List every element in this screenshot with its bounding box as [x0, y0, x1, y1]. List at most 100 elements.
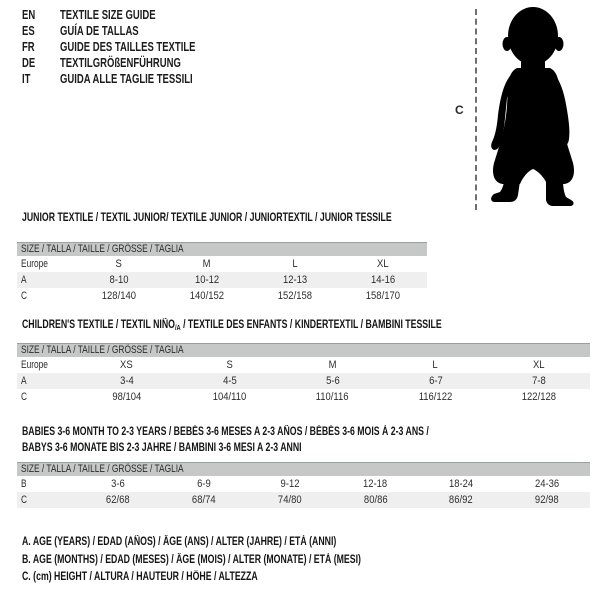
language-code: DE [22, 56, 36, 70]
language-code: FR [22, 40, 35, 54]
baby-silhouette [491, 7, 574, 206]
language-title: TEXTILGRÖßENFÜHRUNG [60, 56, 181, 70]
table-cell: 3-4 [119, 375, 134, 387]
children-size-table: SIZE / TALLA / TAILLE / GRÖSSE / TAGLIA … [17, 343, 590, 405]
table-cell: XL [377, 258, 389, 270]
junior-size-header-bar: SIZE / TALLA / TAILLE / GRÖSSE / TAGLIA [17, 242, 427, 256]
table-cell: 68/74 [191, 494, 216, 506]
table-cell: 24-36 [534, 478, 560, 490]
table-cell: 104/110 [212, 391, 247, 403]
table-cell: S [226, 359, 233, 371]
children-title-post: / TEXTILE DES ENFANTS / KINDERTEXTIL / B… [180, 319, 442, 331]
junior-table-rows: Europe S M L XL A 8-10 10-12 12-13 14-16… [17, 256, 427, 304]
row-label: A [21, 274, 27, 286]
babies-section-title: BABIES 3-6 MONTH TO 2-3 YEARS / BEBÉS 3-… [22, 424, 557, 456]
table-row: Europe XS S M L XL [17, 357, 590, 373]
height-measure-label: C [455, 103, 464, 117]
children-section-title-text: CHILDREN'S TEXTILE / TEXTIL NIÑO/A / TEX… [22, 319, 442, 332]
language-row-it: IT GUIDA ALLE TAGLIE TESSILI [22, 71, 238, 87]
babies-title-line-1: BABIES 3-6 MONTH TO 2-3 YEARS / BEBÉS 3-… [22, 426, 429, 438]
table-cell: 10-12 [194, 274, 220, 286]
language-list: EN TEXTILE SIZE GUIDE ES GUÍA DE TALLAS … [22, 7, 238, 87]
table-row: Europe S M L XL [17, 256, 427, 272]
table-cell: M [203, 258, 211, 270]
table-row: C 98/104 104/110 110/116 116/122 122/128 [17, 389, 590, 405]
table-cell: 8-10 [109, 274, 129, 286]
children-table-rows: Europe XS S M L XL A 3-4 4-5 5-6 6-7 7-8… [17, 357, 590, 405]
height-measure-dotted-line [475, 9, 477, 210]
table-cell: 3-6 [111, 478, 125, 490]
table-cell: 86/92 [449, 494, 474, 506]
table-cell: 140/152 [189, 290, 225, 302]
table-cell: 110/116 [316, 391, 349, 403]
language-code: EN [22, 8, 36, 22]
note-age-months: B. AGE (MONTHS) / EDAD (MESES) / ÂGE (MO… [22, 553, 361, 566]
table-cell: 62/68 [106, 494, 130, 506]
language-row-de: DE TEXTILGRÖßENFÜHRUNG [22, 55, 238, 71]
language-title: TEXTILE SIZE GUIDE [60, 8, 156, 22]
size-header-text: SIZE / TALLA / TAILLE / GRÖSSE / TAGLIA [21, 463, 184, 475]
table-cell: 98/104 [112, 391, 141, 403]
junior-section-title: JUNIOR TEXTILE / TEXTIL JUNIOR/ TEXTILE … [22, 212, 508, 224]
babies-size-header-bar: SIZE / TALLA / TAILLE / GRÖSSE / TAGLIA [17, 462, 590, 476]
size-header-text: SIZE / TALLA / TAILLE / GRÖSSE / TAGLIA [21, 243, 184, 255]
note-height-cm: C. (cm) HEIGHT / ALTURA / HAUTEUR / HÖHE… [22, 571, 258, 583]
table-cell: M [328, 359, 337, 371]
row-label: C [21, 494, 28, 506]
table-row: A 8-10 10-12 12-13 14-16 [17, 272, 427, 288]
table-cell: 122/128 [521, 391, 556, 403]
language-title: GUÍA DE TALLAS [60, 24, 139, 38]
table-cell: 12-13 [282, 274, 308, 286]
row-label: B [21, 478, 27, 490]
table-cell: L [292, 258, 298, 270]
children-title-subscript: /A [174, 323, 181, 332]
legend-notes: A. AGE (YEARS) / EDAD (AÑOS) / ÂGE (ANS)… [22, 534, 468, 587]
children-size-header-bar: SIZE / TALLA / TAILLE / GRÖSSE / TAGLIA [17, 343, 590, 357]
language-row-en: EN TEXTILE SIZE GUIDE [22, 7, 238, 23]
table-cell: 9-12 [280, 478, 300, 490]
table-cell: S [115, 258, 123, 270]
row-label: C [21, 290, 28, 302]
language-row-es: ES GUÍA DE TALLAS [22, 23, 238, 39]
table-cell: XS [120, 359, 133, 371]
table-cell: 5-6 [325, 375, 340, 387]
table-cell: 116/122 [418, 391, 453, 403]
children-title-pre: CHILDREN'S TEXTILE / TEXTIL NIÑO [22, 319, 175, 331]
row-label: Europe [21, 359, 48, 371]
table-row: B 3-6 6-9 9-12 12-18 18-24 24-36 [17, 476, 590, 492]
children-section-title: CHILDREN'S TEXTILE / TEXTIL NIÑO/A / TEX… [22, 319, 574, 332]
table-cell: 80/86 [363, 494, 388, 506]
junior-size-table: SIZE / TALLA / TAILLE / GRÖSSE / TAGLIA … [17, 242, 427, 304]
table-cell: 7-8 [531, 375, 546, 387]
table-cell: 74/80 [277, 494, 302, 506]
row-label: C [21, 391, 28, 403]
babies-table-rows: B 3-6 6-9 9-12 12-18 18-24 24-36 C 62/68… [17, 476, 590, 508]
language-title: GUIDA ALLE TAGLIE TESSILI [60, 72, 193, 86]
table-cell: 152/158 [277, 290, 313, 302]
table-cell: 92/98 [535, 494, 559, 506]
table-cell: 158/170 [365, 290, 401, 302]
table-cell: L [432, 359, 439, 371]
row-label: Europe [21, 258, 48, 270]
language-code: ES [22, 24, 35, 38]
table-cell: 4-5 [222, 375, 237, 387]
size-header-text: SIZE / TALLA / TAILLE / GRÖSSE / TAGLIA [21, 344, 184, 356]
language-title: GUIDE DES TAILLES TEXTILE [60, 40, 196, 54]
table-row: A 3-4 4-5 5-6 6-7 7-8 [17, 373, 590, 389]
babies-title-line-2: BABYS 3-6 MONATE BIS 2-3 JAHRE / BAMBINI… [22, 442, 302, 454]
row-label: A [21, 375, 27, 387]
table-cell: 128/140 [101, 290, 137, 302]
table-cell: XL [532, 359, 545, 371]
table-cell: 12-18 [363, 478, 388, 490]
table-row: C 128/140 140/152 152/158 158/170 [17, 288, 427, 304]
table-cell: 18-24 [449, 478, 474, 490]
language-row-fr: FR GUIDE DES TAILLES TEXTILE [22, 39, 238, 55]
table-cell: 14-16 [370, 274, 396, 286]
table-cell: 6-9 [196, 478, 211, 490]
junior-section-title-text: JUNIOR TEXTILE / TEXTIL JUNIOR/ TEXTILE … [22, 212, 392, 224]
babies-size-table: SIZE / TALLA / TAILLE / GRÖSSE / TAGLIA … [17, 462, 590, 508]
language-code: IT [22, 72, 31, 86]
table-cell: 6-7 [428, 375, 443, 387]
table-row: C 62/68 68/74 74/80 80/86 86/92 92/98 [17, 492, 590, 508]
note-age-years: A. AGE (YEARS) / EDAD (AÑOS) / ÂGE (ANS)… [22, 536, 337, 548]
